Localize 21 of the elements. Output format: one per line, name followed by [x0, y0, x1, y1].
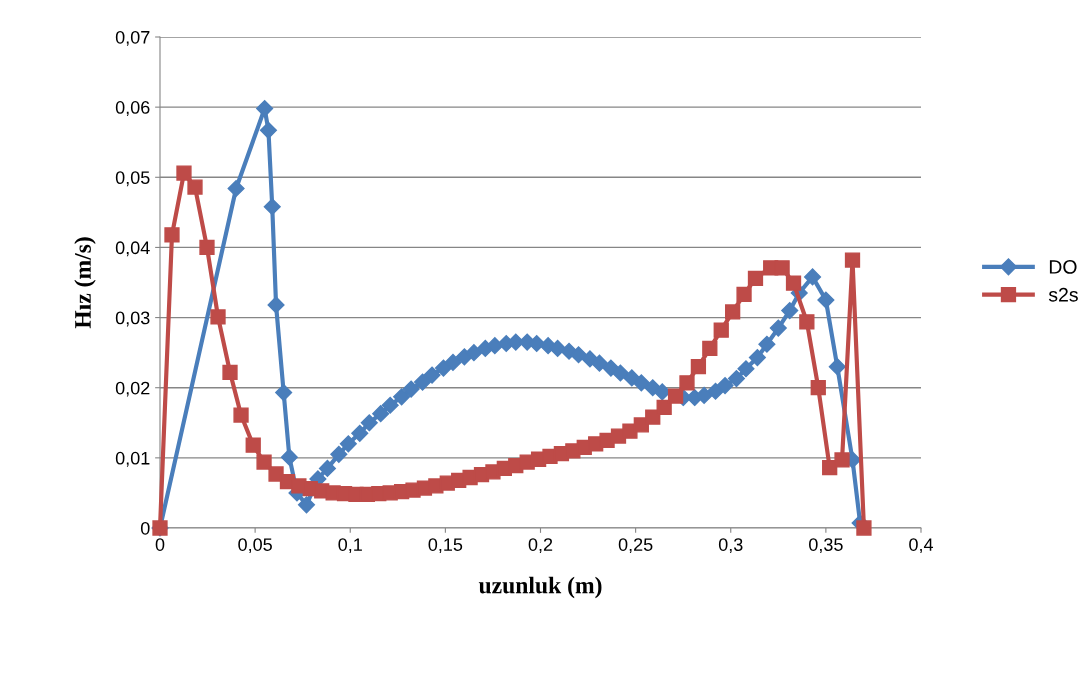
x-tick-label: 0,2 — [528, 538, 553, 554]
legend-label: s2s — [1048, 287, 1078, 302]
y-tick-label: 0,07 — [115, 30, 150, 46]
y-tick-label: 0,05 — [115, 171, 150, 187]
x-axis-title: uzunluk (m) — [478, 576, 602, 599]
x-tick-label: 0,1 — [338, 538, 362, 554]
x-tick-label: 0,15 — [428, 538, 463, 554]
y-axis-title: Hız (m/s) — [74, 237, 96, 329]
x-tick-label: 0,4 — [909, 538, 934, 554]
y-tick-label: 0 — [140, 521, 150, 535]
x-tick-label: 0,25 — [618, 538, 653, 554]
y-tick-label: 0,04 — [115, 241, 150, 257]
x-tick-label: 0,05 — [238, 538, 272, 554]
y-tick-label: 0,03 — [115, 311, 150, 327]
x-tick-label: 0,3 — [718, 538, 743, 554]
y-tick-label: 0,06 — [115, 101, 150, 116]
x-tick-label: 0,35 — [809, 538, 843, 554]
x-tick-label: 0 — [155, 538, 165, 551]
y-tick-label: 0,02 — [115, 381, 150, 397]
y-tick-label: 0,01 — [115, 451, 150, 467]
legend-label: DO — [1049, 260, 1077, 274]
